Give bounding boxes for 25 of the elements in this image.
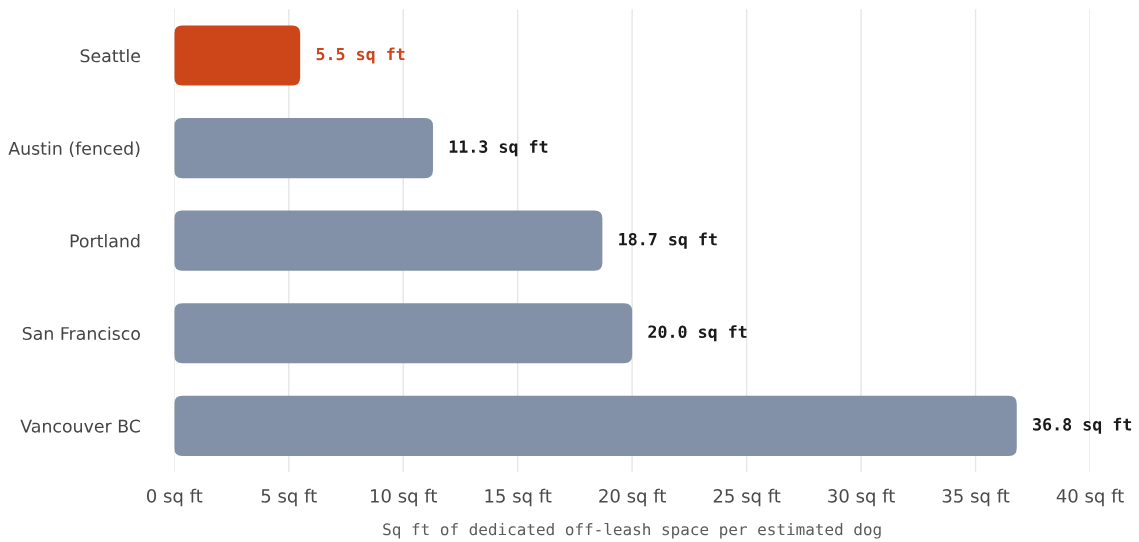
y-tick-label: Portland: [70, 234, 140, 248]
data-label: 36.8 sq ft: [1033, 417, 1132, 434]
bar: [174, 210, 603, 271]
bar: [174, 117, 433, 179]
data-label: 11.3 sq ft: [449, 140, 548, 157]
x-axis-title: Sq ft of dedicated off-leash space per estimated dog: [383, 522, 881, 539]
x-tick-label: 5 sq ft: [261, 488, 317, 507]
x-tick-label: 10 sq ft: [370, 488, 437, 507]
y-tick-label: Austin (fenced): [8, 141, 140, 157]
data-label: 20.0 sq ft: [648, 325, 747, 342]
x-tick-label: 30 sq ft: [828, 488, 895, 507]
y-tick-label: San Francisco: [22, 326, 140, 341]
x-tick-label: 20 sq ft: [599, 488, 666, 507]
data-label: 5.5 sq ft: [316, 47, 405, 64]
y-tick-label: Vancouver BC: [20, 419, 140, 433]
x-tick-label: 40 sq ft: [1056, 488, 1124, 507]
x-tick-label: 35 sq ft: [942, 488, 1010, 507]
data-label: 18.7 sq ft: [619, 232, 717, 249]
x-tick-label: 25 sq ft: [713, 488, 781, 507]
y-tick-label: Seattle: [80, 48, 141, 63]
x-tick-label: 15 sq ft: [485, 488, 552, 507]
bar: [174, 303, 633, 364]
bar: [174, 395, 1017, 456]
x-tick-label: 0 sq ft: [146, 488, 203, 507]
bar: [174, 25, 301, 86]
